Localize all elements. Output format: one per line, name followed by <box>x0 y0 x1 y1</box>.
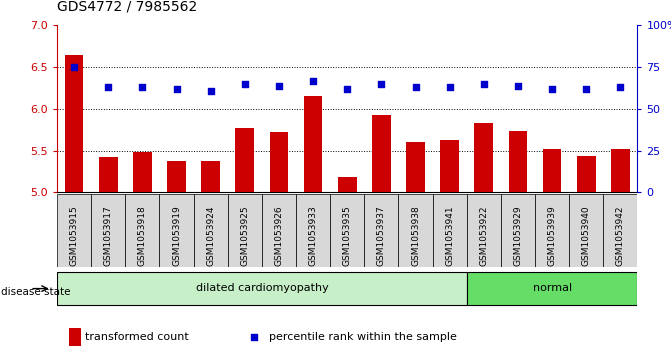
Text: GSM1053938: GSM1053938 <box>411 205 420 266</box>
Text: GSM1053939: GSM1053939 <box>548 205 557 266</box>
Text: GSM1053922: GSM1053922 <box>479 205 488 266</box>
Bar <box>99 157 117 192</box>
Bar <box>372 115 391 192</box>
Bar <box>364 194 399 267</box>
Text: GDS4772 / 7985562: GDS4772 / 7985562 <box>57 0 197 13</box>
Bar <box>270 132 289 192</box>
Text: GSM1053929: GSM1053929 <box>513 205 523 266</box>
Bar <box>133 152 152 192</box>
Bar <box>543 149 562 192</box>
Point <box>410 84 421 90</box>
Text: GSM1053918: GSM1053918 <box>138 205 147 266</box>
Bar <box>201 161 220 192</box>
Point <box>249 334 260 340</box>
Bar <box>330 194 364 267</box>
Point <box>513 83 523 89</box>
Point <box>240 81 250 87</box>
Point <box>581 86 592 92</box>
Point <box>478 81 489 87</box>
Point <box>205 87 216 93</box>
Point <box>171 86 182 92</box>
Bar <box>167 162 186 192</box>
Text: GSM1053942: GSM1053942 <box>616 205 625 266</box>
Bar <box>603 194 637 267</box>
Bar <box>338 178 356 192</box>
Bar <box>569 194 603 267</box>
Bar <box>236 128 254 192</box>
Text: GSM1053926: GSM1053926 <box>274 205 283 266</box>
Bar <box>399 194 433 267</box>
Point <box>444 84 455 90</box>
Point <box>68 64 79 70</box>
Point <box>342 86 353 92</box>
Bar <box>467 272 637 305</box>
Bar <box>433 194 467 267</box>
Bar <box>296 194 330 267</box>
Text: disease state: disease state <box>1 287 70 297</box>
Bar <box>304 96 323 192</box>
Bar <box>160 194 194 267</box>
Text: GSM1053924: GSM1053924 <box>206 205 215 266</box>
Text: GSM1053937: GSM1053937 <box>377 205 386 266</box>
Text: GSM1053925: GSM1053925 <box>240 205 250 266</box>
Bar <box>577 156 596 192</box>
Bar <box>474 123 493 192</box>
Bar <box>501 194 535 267</box>
Bar <box>467 194 501 267</box>
Bar <box>91 194 125 267</box>
Bar <box>194 194 227 267</box>
Text: normal: normal <box>533 283 572 293</box>
Bar <box>68 328 81 346</box>
Bar <box>406 142 425 192</box>
Point <box>274 83 285 89</box>
Text: GSM1053935: GSM1053935 <box>343 205 352 266</box>
Bar <box>535 194 569 267</box>
Bar <box>57 194 91 267</box>
Point <box>308 78 319 83</box>
Bar <box>440 140 459 192</box>
Bar <box>509 131 527 192</box>
Bar <box>64 54 83 192</box>
Point <box>615 84 626 90</box>
Point <box>547 86 558 92</box>
Text: GSM1053940: GSM1053940 <box>582 205 590 266</box>
Bar <box>227 194 262 267</box>
Text: GSM1053919: GSM1053919 <box>172 205 181 266</box>
Bar <box>57 272 467 305</box>
Text: GSM1053917: GSM1053917 <box>104 205 113 266</box>
Bar <box>125 194 160 267</box>
Point <box>137 84 148 90</box>
Point <box>103 84 113 90</box>
Text: GSM1053933: GSM1053933 <box>309 205 317 266</box>
Text: dilated cardiomyopathy: dilated cardiomyopathy <box>195 283 328 293</box>
Text: transformed count: transformed count <box>85 332 189 342</box>
Bar <box>611 149 630 192</box>
Text: GSM1053915: GSM1053915 <box>70 205 79 266</box>
Point <box>376 81 386 87</box>
Bar <box>262 194 296 267</box>
Text: percentile rank within the sample: percentile rank within the sample <box>269 332 457 342</box>
Text: GSM1053941: GSM1053941 <box>445 205 454 266</box>
